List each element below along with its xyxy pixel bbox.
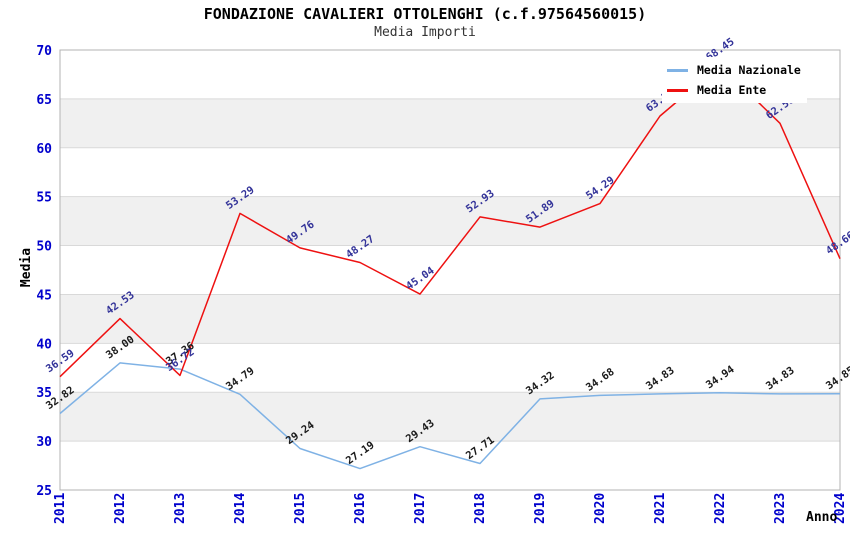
svg-text:65: 65 (36, 93, 52, 108)
legend-item-media-nazionale: Media Nazionale (667, 60, 801, 80)
svg-text:35: 35 (36, 386, 52, 401)
svg-text:34.83: 34.83 (644, 364, 677, 392)
svg-text:2021: 2021 (653, 493, 668, 524)
legend-label-media-nazionale: Media Nazionale (697, 63, 801, 77)
y-axis-title: Media (19, 247, 35, 288)
svg-text:34.94: 34.94 (704, 363, 737, 391)
svg-text:2017: 2017 (413, 493, 428, 524)
svg-text:2013: 2013 (173, 493, 188, 524)
legend-label-media-ente: Media Ente (697, 83, 767, 97)
svg-text:2012: 2012 (113, 493, 128, 524)
chart-title: FONDAZIONE CAVALIERI OTTOLENGHI (c.f.975… (203, 5, 647, 23)
svg-text:55: 55 (36, 191, 52, 206)
svg-text:27.19: 27.19 (344, 439, 377, 467)
svg-text:2024: 2024 (833, 493, 848, 524)
svg-text:2014: 2014 (233, 493, 248, 524)
svg-text:34.68: 34.68 (584, 366, 617, 394)
svg-text:45: 45 (36, 288, 52, 303)
svg-text:2015: 2015 (293, 493, 308, 524)
svg-text:40: 40 (36, 337, 52, 352)
svg-text:25: 25 (36, 484, 52, 499)
svg-text:30: 30 (36, 435, 52, 450)
svg-text:60: 60 (36, 142, 52, 157)
legend-item-media-ente: Media Ente (667, 80, 801, 100)
ente-line-swatch-icon (667, 88, 688, 92)
svg-text:34.79: 34.79 (224, 365, 257, 393)
svg-text:34.85: 34.85 (824, 364, 850, 392)
svg-text:2016: 2016 (353, 493, 368, 524)
chart-subtitle: Media Importi (374, 25, 476, 40)
svg-text:2018: 2018 (473, 493, 488, 524)
svg-text:50: 50 (36, 240, 52, 255)
svg-text:2020: 2020 (593, 493, 608, 524)
chart-legend: Media Nazionale Media Ente (662, 57, 807, 103)
svg-text:2022: 2022 (713, 493, 728, 524)
svg-text:2023: 2023 (773, 493, 788, 524)
svg-text:34.83: 34.83 (764, 364, 797, 392)
svg-text:2019: 2019 (533, 493, 548, 524)
svg-text:70: 70 (36, 44, 52, 59)
nazionale-line-swatch-icon (667, 68, 688, 72)
x-axis-title: Anno (806, 510, 838, 525)
svg-text:2011: 2011 (53, 493, 68, 524)
